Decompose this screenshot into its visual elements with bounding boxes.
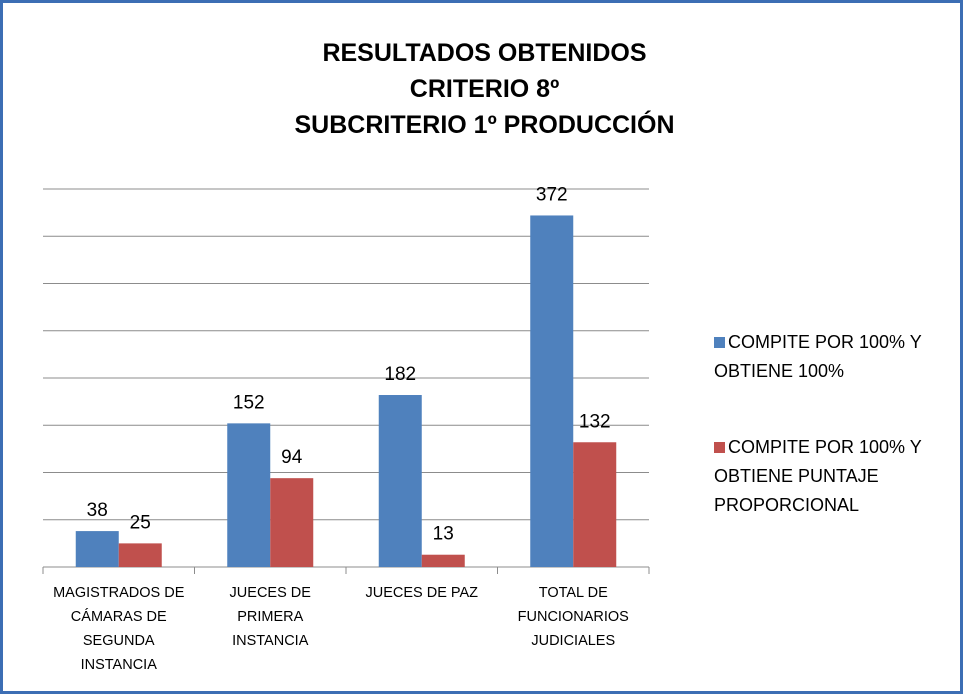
bar bbox=[118, 543, 162, 567]
x-tick-label: JUECES DE PAZ bbox=[365, 585, 479, 601]
legend-label: COMPITE POR 100% Y OBTIENE PUNTAJE PROPO… bbox=[714, 437, 922, 515]
value-label: 13 bbox=[433, 524, 454, 545]
bar bbox=[573, 442, 617, 567]
bar bbox=[270, 478, 314, 567]
value-label: 182 bbox=[384, 364, 416, 385]
value-label: 25 bbox=[130, 512, 151, 533]
x-tick-label: MAGISTRADOS DE CÁMARAS DE SEGUNDA INSTAN… bbox=[53, 585, 185, 673]
legend-label: COMPITE POR 100% Y OBTIENE 100% bbox=[714, 332, 922, 381]
value-label: 152 bbox=[233, 392, 265, 413]
bar bbox=[75, 531, 119, 567]
legend-swatch bbox=[714, 337, 725, 348]
value-label: 38 bbox=[87, 500, 108, 521]
bar bbox=[378, 395, 422, 567]
value-label: 372 bbox=[536, 184, 568, 205]
bar bbox=[421, 554, 465, 567]
value-label: 132 bbox=[579, 411, 611, 432]
bar bbox=[227, 423, 271, 567]
x-tick-label: TOTAL DE FUNCIONARIOS JUDICIALES bbox=[517, 585, 629, 649]
plot: 38 25 152 94 182 13 372 132 bbox=[42, 184, 650, 574]
legend-swatch bbox=[714, 442, 725, 453]
value-label: 94 bbox=[281, 447, 303, 468]
x-tick-label: JUECES DE PRIMERA INSTANCIA bbox=[229, 585, 311, 649]
chart-title: RESULTADOS OBTENIDOS CRITERIO 8º SUBCRIT… bbox=[294, 39, 675, 139]
bar bbox=[530, 215, 574, 567]
